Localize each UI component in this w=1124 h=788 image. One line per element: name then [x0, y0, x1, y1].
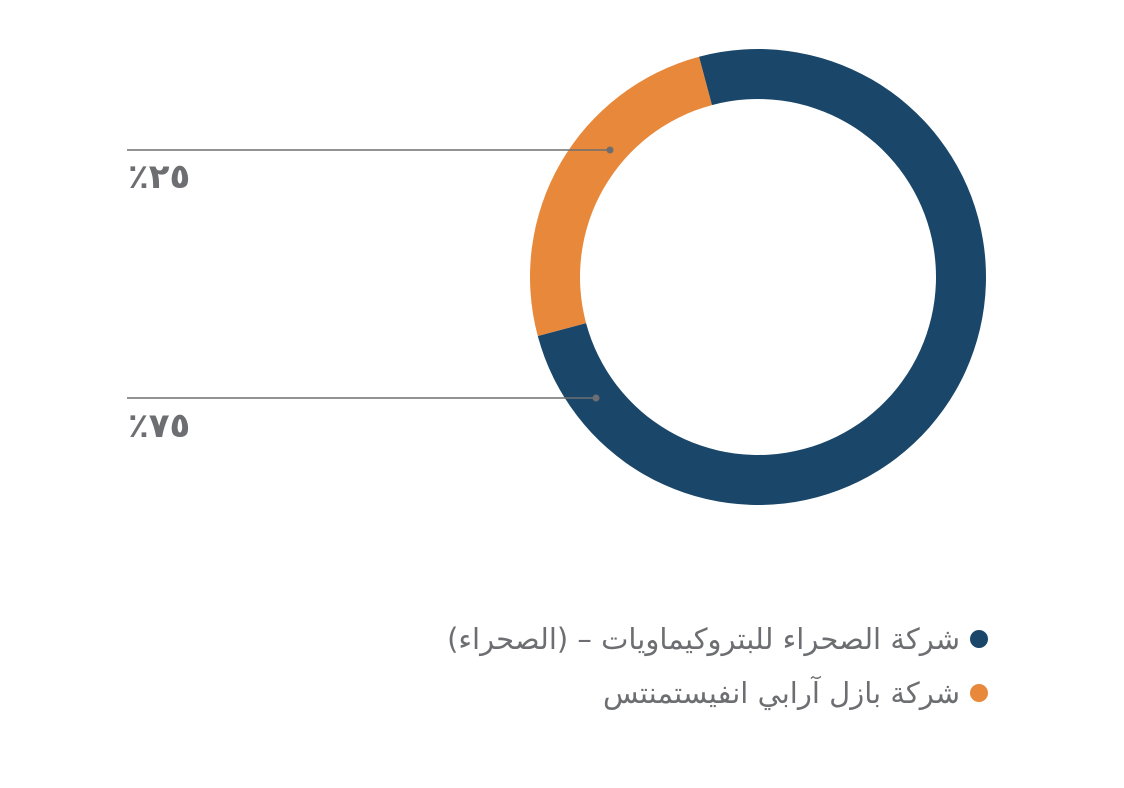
donut-chart — [127, 49, 986, 506]
legend-label-sahara: شركة الصحراء للبتروكيماويات – (الصحراء) — [447, 622, 960, 656]
donut-slice-25 — [530, 56, 712, 337]
legend-dot-sahara — [970, 630, 988, 648]
legend-item-sahara: شركة الصحراء للبتروكيماويات – (الصحراء) — [447, 612, 988, 666]
leader-dot-75 — [592, 394, 600, 402]
legend-dot-basell — [970, 684, 988, 702]
slice-label-75: ٪٧٥ — [128, 406, 191, 446]
legend-label-basell: شركة بازل آرابي انفيستمنتس — [602, 676, 960, 710]
slice-label-25: ٪٢٥ — [128, 157, 191, 197]
chart-legend: شركة الصحراء للبتروكيماويات – (الصحراء) … — [447, 612, 988, 720]
legend-item-basell: شركة بازل آرابي انفيستمنتس — [447, 666, 988, 720]
leader-dot-25 — [606, 146, 614, 154]
